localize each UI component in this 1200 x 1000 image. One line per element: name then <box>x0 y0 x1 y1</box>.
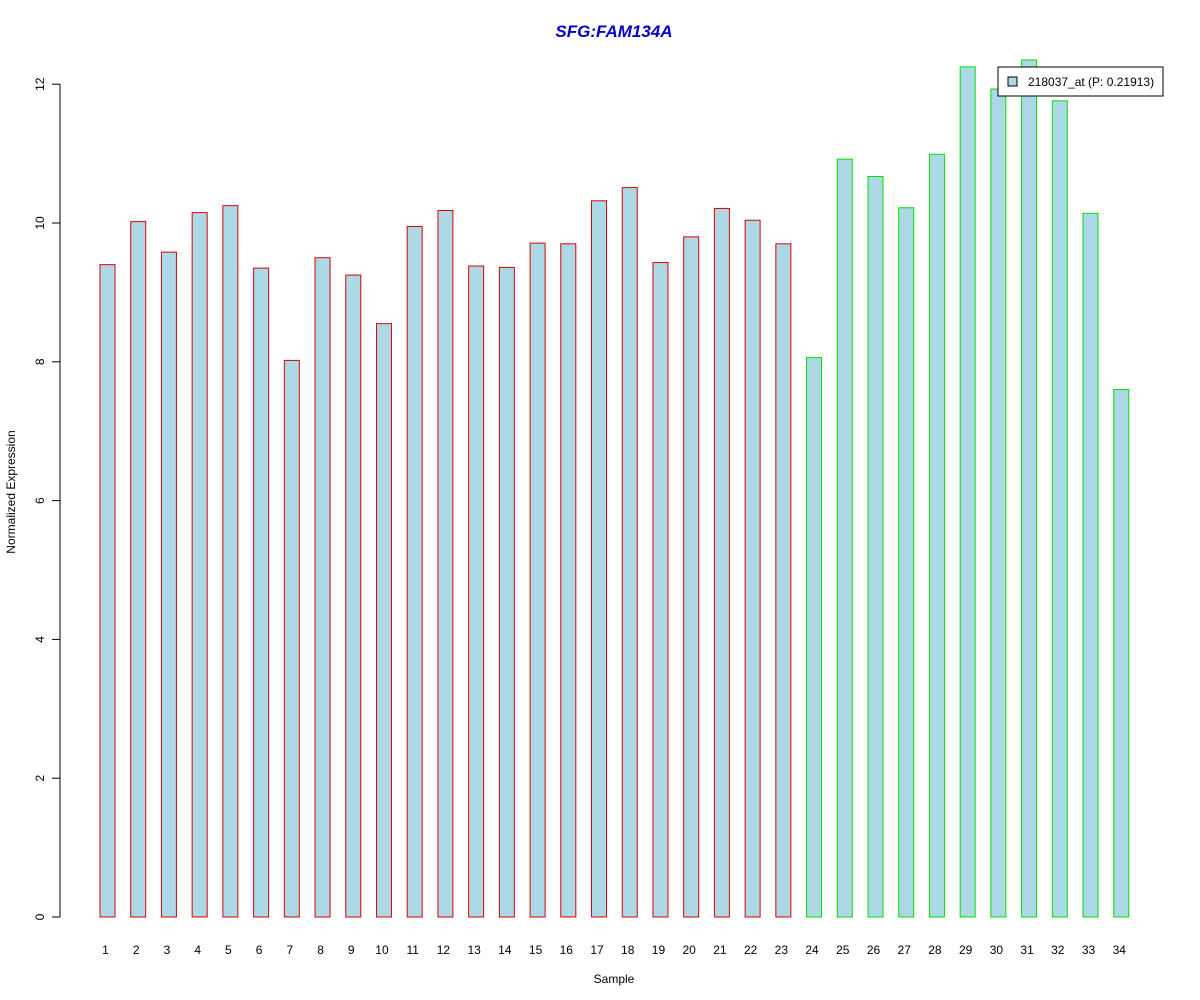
bar-sample-32 <box>1051 100 1068 918</box>
legend-label: 218037_at (P: 0.21913) <box>1028 75 1154 89</box>
x-tick-label: 9 <box>348 943 355 957</box>
x-tick-label: 23 <box>775 943 789 957</box>
x-tick-label: 1 <box>102 943 109 957</box>
x-tick-label: 5 <box>225 943 232 957</box>
bar-sample-19 <box>652 262 669 918</box>
y-tick-label: 6 <box>33 497 47 504</box>
bars <box>99 59 1130 918</box>
bar-sample-21 <box>713 207 730 918</box>
x-tick-labels: 1 2 3 4 5 6 7 8 9 10 11 12 13 14 15 16 17 18 19 20 21 22 23 24 2… <box>102 943 1126 957</box>
bar-sample-6 <box>253 267 270 918</box>
bar-sample-23 <box>775 243 792 918</box>
y-tick-label: 0 <box>33 913 47 920</box>
x-tick-label: 20 <box>683 943 697 957</box>
x-tick-label: 4 <box>194 943 201 957</box>
legend: 218037_at (P: 0.21913) <box>997 66 1164 97</box>
x-tick-label: 25 <box>836 943 850 957</box>
bar-sample-3 <box>160 251 177 918</box>
bar-sample-14 <box>498 266 515 918</box>
bar-sample-2 <box>130 221 147 918</box>
x-tick-label: 10 <box>375 943 389 957</box>
bar-sample-20 <box>683 236 700 918</box>
bar-sample-4 <box>191 212 208 918</box>
bar-sample-13 <box>468 265 485 918</box>
y-tick-label: 4 <box>33 636 47 643</box>
x-tick-label: 29 <box>959 943 973 957</box>
x-tick-label: 19 <box>652 943 666 957</box>
x-tick-label: 31 <box>1020 943 1034 957</box>
bar-sample-10 <box>375 323 392 918</box>
bar-sample-26 <box>867 176 884 918</box>
x-tick-label: 8 <box>317 943 324 957</box>
bar-sample-30 <box>990 88 1007 918</box>
bar-sample-5 <box>222 205 239 918</box>
x-tick-label: 18 <box>621 943 635 957</box>
x-axis-label: Sample <box>594 972 635 986</box>
y-tick-label: 12 <box>33 77 47 91</box>
bar-sample-16 <box>560 243 577 918</box>
bar-sample-7 <box>283 359 300 918</box>
y-axis-label: Normalized Expression <box>4 430 18 553</box>
legend-box <box>997 66 1164 97</box>
x-tick-label: 22 <box>744 943 758 957</box>
x-tick-label: 33 <box>1082 943 1096 957</box>
x-tick-label: 32 <box>1051 943 1065 957</box>
bar-sample-27 <box>898 207 915 918</box>
x-tick-label: 7 <box>286 943 293 957</box>
x-tick-label: 30 <box>990 943 1004 957</box>
y-tick-label: 2 <box>33 775 47 782</box>
bar-sample-34 <box>1113 389 1130 918</box>
legend-swatch <box>1007 76 1018 87</box>
bar-sample-25 <box>836 158 853 918</box>
bar-sample-29 <box>959 66 976 918</box>
x-tick-label: 12 <box>437 943 451 957</box>
x-tick-label: 24 <box>805 943 819 957</box>
x-tick-label: 34 <box>1113 943 1127 957</box>
x-tick-label: 3 <box>164 943 171 957</box>
x-tick-label: 13 <box>467 943 481 957</box>
bar-sample-8 <box>314 257 331 918</box>
bar-sample-18 <box>621 187 638 918</box>
bar-sample-28 <box>928 153 945 918</box>
chart-title: SFG:FAM134A <box>555 22 672 41</box>
x-tick-label: 21 <box>713 943 727 957</box>
x-tick-label: 28 <box>928 943 942 957</box>
bar-sample-11 <box>406 225 423 918</box>
bar-sample-24 <box>806 357 823 918</box>
x-tick-label: 26 <box>867 943 881 957</box>
bar-sample-12 <box>437 210 454 918</box>
x-tick-label: 16 <box>560 943 574 957</box>
y-axis: 0 2 4 6 8 10 12 <box>33 77 61 920</box>
bar-sample-15 <box>529 242 546 918</box>
x-tick-label: 15 <box>529 943 543 957</box>
bar-sample-22 <box>744 219 761 918</box>
x-tick-label: 2 <box>133 943 140 957</box>
bar-sample-9 <box>345 274 362 918</box>
x-tick-label: 14 <box>498 943 512 957</box>
bar-sample-17 <box>591 200 608 918</box>
x-tick-label: 11 <box>406 943 419 957</box>
bar-sample-1 <box>99 264 116 918</box>
x-tick-label: 27 <box>898 943 912 957</box>
y-tick-label: 8 <box>33 358 47 365</box>
bar-sample-31 <box>1021 59 1038 918</box>
bar-sample-33 <box>1082 212 1099 918</box>
y-tick-label: 10 <box>33 216 47 230</box>
x-tick-label: 6 <box>256 943 263 957</box>
x-tick-label: 17 <box>590 943 604 957</box>
